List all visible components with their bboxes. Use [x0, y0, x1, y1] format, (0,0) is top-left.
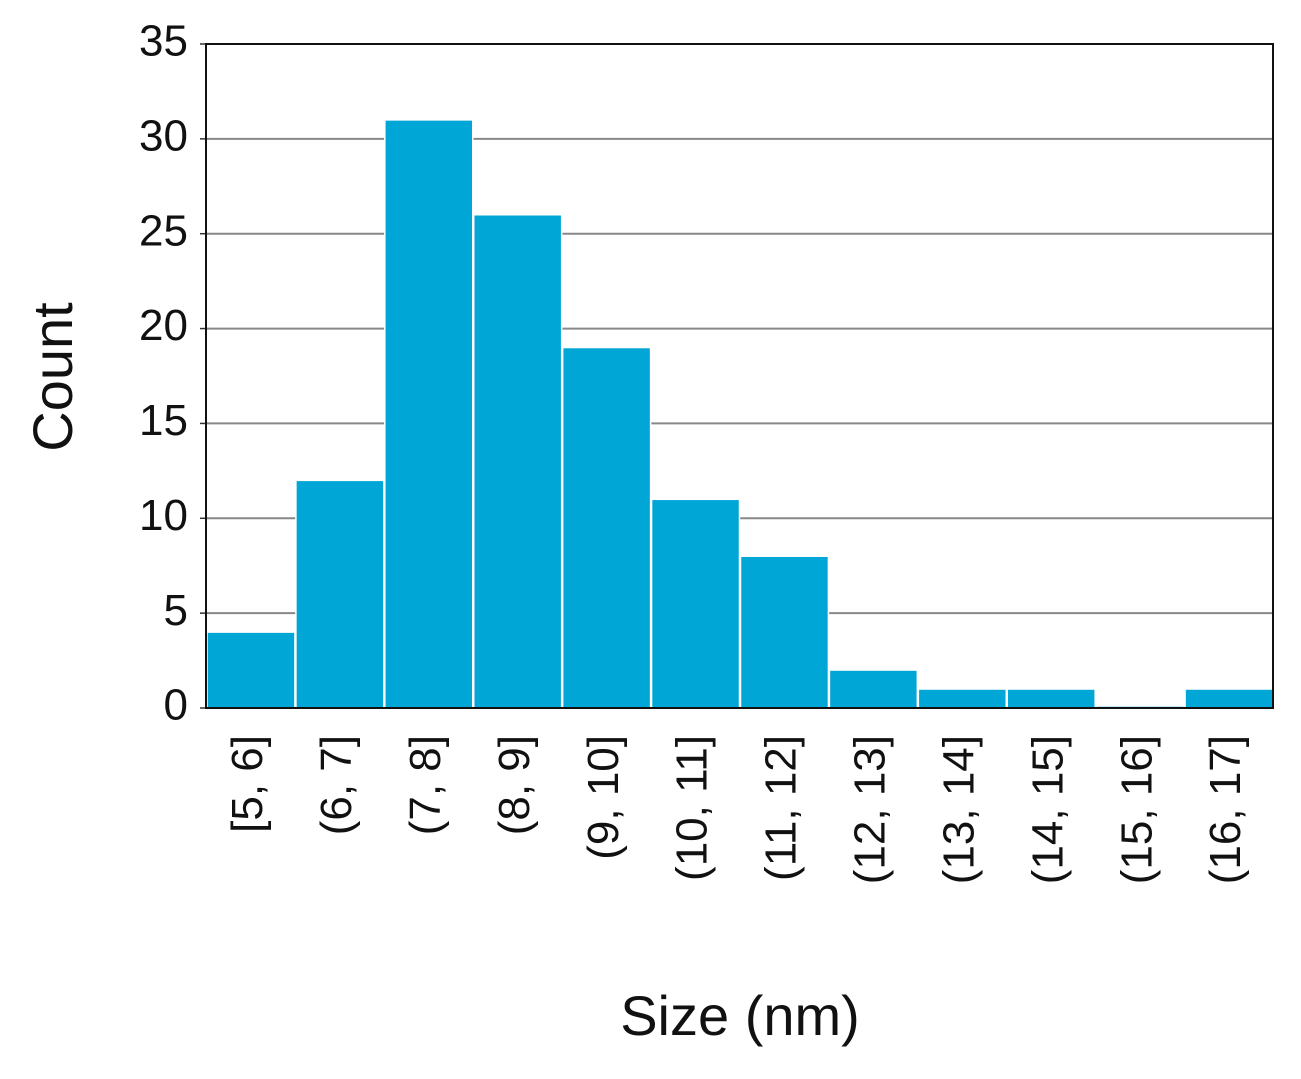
- x-tick-label: (13, 14]: [934, 735, 983, 884]
- bar: [473, 213, 563, 709]
- x-tick-label: (12, 13]: [846, 735, 895, 884]
- x-tick-label: (11, 12]: [757, 735, 806, 881]
- y-tick-label: 0: [164, 681, 188, 730]
- y-tick-label: 15: [139, 396, 188, 445]
- bar: [206, 631, 296, 709]
- y-tick-label: 20: [139, 301, 188, 350]
- y-tick-label: 25: [139, 206, 188, 255]
- y-axis-title: Count: [21, 302, 84, 452]
- x-tick-label: (15, 16]: [1112, 735, 1161, 884]
- x-tick-label: (16, 17]: [1201, 735, 1250, 884]
- y-tick-label: 10: [139, 491, 188, 540]
- bar: [650, 498, 741, 709]
- x-tick-label: (10, 11]: [668, 735, 717, 881]
- bar: [1184, 688, 1274, 709]
- bar: [828, 669, 919, 709]
- x-tick-label: [5, 6]: [223, 735, 272, 833]
- bar: [917, 688, 1007, 709]
- y-tick-label: 30: [139, 111, 188, 160]
- y-tick-label: 35: [139, 17, 188, 66]
- x-tick-label: (8, 9]: [490, 735, 539, 835]
- bar: [384, 119, 474, 709]
- x-tick-label: (9, 10]: [579, 735, 628, 860]
- bar: [1006, 688, 1096, 709]
- plot-frame: [205, 43, 1274, 709]
- x-tick-label: (7, 8]: [401, 735, 450, 835]
- x-tick-label: (6, 7]: [312, 735, 361, 835]
- x-axis-title: Size (nm): [620, 984, 860, 1047]
- y-tick-label: 5: [164, 586, 188, 635]
- bar: [739, 555, 830, 709]
- bar: [295, 479, 385, 709]
- x-tick-label: (14, 15]: [1023, 735, 1072, 884]
- bar: [561, 346, 652, 709]
